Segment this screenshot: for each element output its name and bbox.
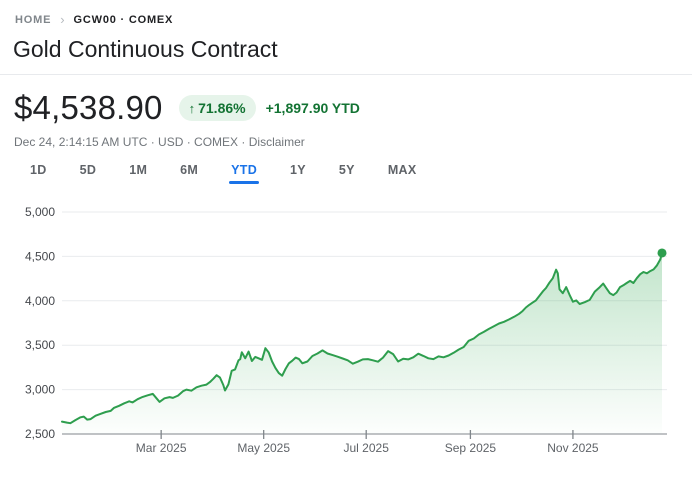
tab-1d[interactable]: 1D	[30, 163, 47, 177]
y-axis-label: 3,500	[25, 338, 55, 352]
latest-price-dot	[657, 248, 667, 258]
y-axis-label: 4,000	[25, 294, 55, 308]
tab-5d[interactable]: 5D	[79, 163, 97, 177]
tab-1m[interactable]: 1M	[129, 163, 148, 177]
quote-meta: Dec 24, 2:14:15 AM UTC · USD · COMEX · D…	[14, 135, 692, 149]
tab-max[interactable]: MAX	[387, 163, 417, 177]
x-axis-label: Nov 2025	[547, 441, 599, 455]
breadcrumb-symbol: GCW00 · COMEX	[73, 13, 174, 26]
tab-5y[interactable]: 5Y	[338, 163, 355, 177]
y-axis-label: 4,500	[25, 249, 55, 263]
chevron-right-icon: ›	[60, 12, 65, 27]
header-divider	[0, 74, 692, 75]
x-axis-label: Jul 2025	[344, 441, 390, 455]
y-axis-label: 5,000	[25, 205, 55, 219]
breadcrumb-home-link[interactable]: HOME	[15, 13, 52, 26]
price-chart[interactable]: 2,500 3,000 3,500 4,000 4,500 5,000 Mar 2025 Ma…	[0, 199, 692, 476]
tab-6m[interactable]: 6M	[180, 163, 199, 177]
page-title: Gold Continuous Contract	[13, 36, 278, 62]
tab-ytd[interactable]: YTD	[229, 163, 259, 184]
change-percent-value: 71.86%	[198, 100, 246, 116]
change-percent-badge: ↑ 71.86%	[178, 95, 256, 121]
range-tabs: 1D 5D 1M 6M YTD 1Y 5Y MAX	[30, 163, 692, 184]
price-area-fill	[62, 252, 662, 434]
change-absolute-value: +1,897.90 YTD	[265, 100, 360, 116]
quote-timestamp: Dec 24, 2:14:15 AM UTC · USD · COMEX ·	[14, 135, 249, 149]
x-axis-label: May 2025	[237, 441, 290, 455]
y-axis-label: 3,000	[25, 383, 55, 397]
quote-row: $4,538.90 ↑ 71.86% +1,897.90 YTD	[14, 89, 692, 127]
price-line	[61, 251, 663, 425]
y-axis-label: 2,500	[25, 427, 55, 441]
arrow-up-icon: ↑	[188, 100, 196, 116]
breadcrumb: HOME › GCW00 · COMEX	[15, 12, 692, 27]
tab-1y[interactable]: 1Y	[290, 163, 306, 177]
disclaimer-link[interactable]: Disclaimer	[248, 135, 305, 149]
price-value: $4,538.90	[14, 89, 163, 126]
x-axis-label: Mar 2025	[136, 441, 187, 455]
x-axis-label: Sep 2025	[445, 441, 497, 455]
